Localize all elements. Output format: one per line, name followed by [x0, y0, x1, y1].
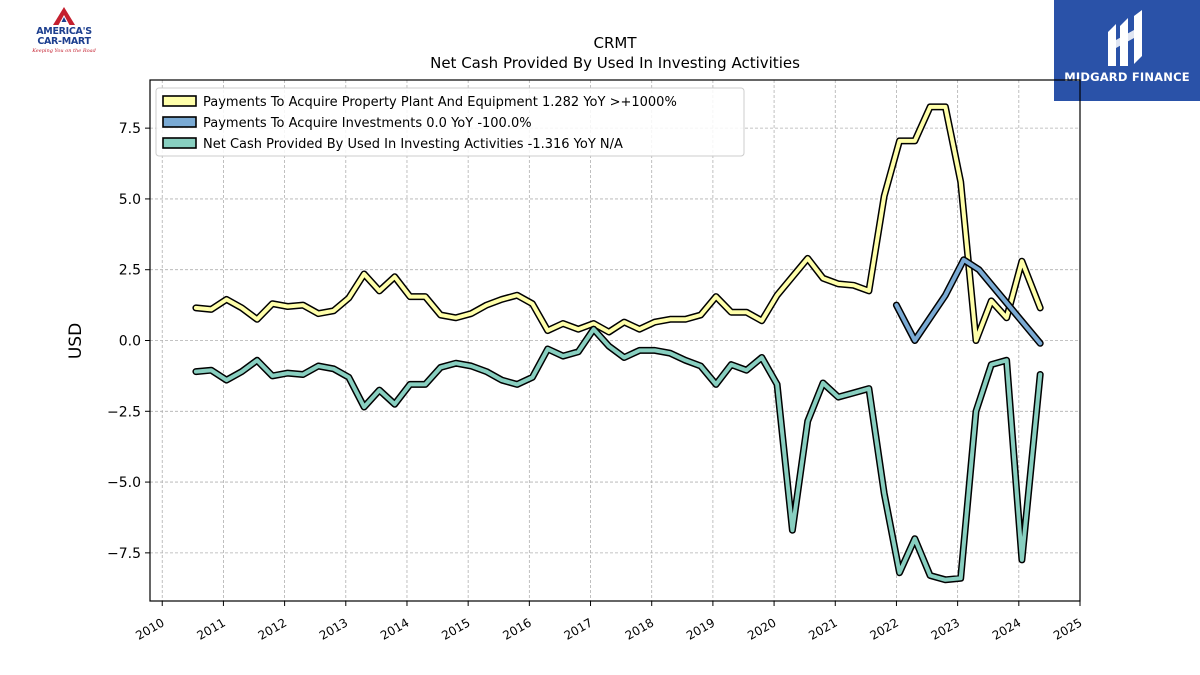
- y-tick-label: 0.0: [119, 334, 141, 350]
- x-tick-label: 2010: [133, 615, 166, 642]
- x-tick-label: 2016: [500, 615, 533, 642]
- y-axis-label: USD: [66, 323, 86, 359]
- legend-swatch-0: [162, 95, 197, 107]
- x-tick-label: 2019: [684, 615, 717, 642]
- logo-left-line2: CAR-MART: [37, 36, 91, 47]
- x-tick-label: 2020: [745, 615, 778, 642]
- x-tick-label: 2025: [1051, 615, 1084, 642]
- car-mart-a-icon: [53, 7, 75, 25]
- x-tick-label: 2022: [867, 615, 900, 642]
- series-line-2: [193, 327, 1043, 582]
- y-tick-label: −7.5: [107, 546, 141, 562]
- legend-entry-1: Payments To Acquire Investments 0.0 YoY …: [203, 116, 532, 131]
- legend-swatch-2: [162, 137, 197, 149]
- axes: 2010 2011 2012 2013 2014 2015 2016 2017 2018 2019…: [107, 121, 1085, 643]
- y-tick-label: 7.5: [119, 121, 141, 137]
- legend-entry-0: Payments To Acquire Property Plant And E…: [203, 95, 677, 110]
- legend: Payments To Acquire Property Plant And E…: [155, 87, 745, 157]
- x-tick-label: 2014: [378, 615, 411, 642]
- x-tick-label: 2023: [929, 615, 962, 642]
- x-tick-label: 2011: [194, 615, 227, 642]
- x-tick-label: 2015: [439, 615, 472, 642]
- y-tick-label: 5.0: [119, 192, 141, 208]
- midgard-m-icon: [1108, 10, 1142, 66]
- y-tick-label: −5.0: [107, 475, 141, 491]
- legend-swatch-1: [162, 116, 197, 128]
- chart-title: CRMT: [593, 34, 637, 52]
- series-line-0: [193, 104, 1043, 343]
- y-tick-label: −2.5: [107, 404, 141, 420]
- series-line-1: [894, 257, 1043, 346]
- x-tick-label: 2021: [806, 615, 839, 642]
- x-tick-label: 2012: [256, 615, 289, 642]
- legend-box: [155, 87, 745, 157]
- logo-right-brand: MIDGARD FINANCE: [1064, 70, 1190, 84]
- series-lines: [192, 103, 1044, 584]
- logo-left-line1: AMERICA'S: [36, 26, 92, 37]
- x-tick-label: 2024: [990, 615, 1023, 642]
- x-tick-label: 2013: [317, 615, 350, 642]
- y-tick-label: 2.5: [119, 263, 141, 279]
- logo-left-tagline: Keeping You on the Road: [32, 48, 96, 54]
- legend-entry-2: Net Cash Provided By Used In Investing A…: [203, 137, 623, 152]
- x-tick-label: 2017: [562, 615, 595, 642]
- midgard-finance-logo: MIDGARD FINANCE: [1054, 0, 1200, 101]
- x-tick-label: 2018: [623, 615, 656, 642]
- americas-car-mart-logo: AMERICA'S CAR-MART Keeping You on the Ro…: [22, 6, 106, 58]
- grid-lines: [150, 80, 1081, 601]
- chart-subtitle: Net Cash Provided By Used In Investing A…: [430, 54, 800, 72]
